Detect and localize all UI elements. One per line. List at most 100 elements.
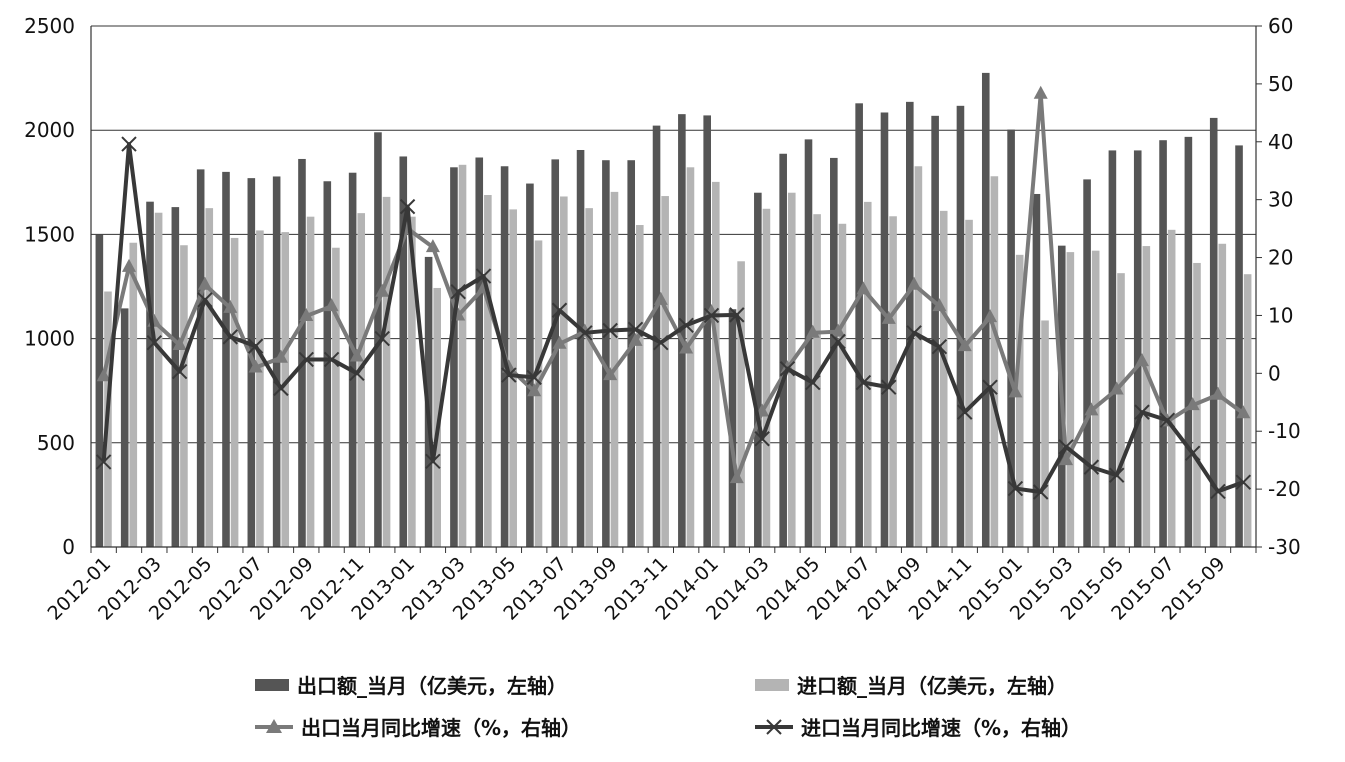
export-growth-point [907,276,922,290]
x-marker-stroke [247,338,264,354]
import-growth-point [1007,480,1024,497]
export-value-bar [779,153,787,547]
import-value-bar [1066,252,1075,547]
import-growth-point [450,284,466,300]
x-marker-stroke [703,307,720,324]
import-value-bar [408,216,416,547]
import-growth-point [855,374,872,391]
x-marker-stroke [197,292,213,308]
import-value-bar [838,223,847,547]
import-value-bar [382,196,391,547]
export-growth-point [957,338,972,352]
export-value-bar [627,160,636,547]
export-value-bar [703,115,711,548]
export-value-bar [374,132,382,547]
export-growth-point [1109,381,1124,395]
import-value-bar [281,232,290,547]
x-marker-stroke [653,334,669,351]
right-axis-ticks: -30 -20 -10 0 10 20 30 40 50 60 [1268,14,1301,559]
x-marker-stroke [1058,439,1074,455]
import-value-bar [458,164,467,547]
import-value-bar [1117,273,1125,547]
export-growth-point [1059,452,1074,466]
import-growth-point [1235,474,1252,490]
import-value-bar [433,287,441,547]
import-growth-point [1134,404,1150,420]
export-value-bar [247,178,256,547]
export-growth-point [375,283,390,297]
right-axis-tick-label: 10 [1268,303,1293,327]
left-axis-tick-label: 2000 [24,118,75,142]
x-marker-stroke [1184,445,1201,461]
export-value-bar [1184,136,1193,547]
export-value-bar [1007,129,1015,547]
import-growth-point [1184,445,1201,461]
export-growth-point [679,340,694,354]
export-growth-point [527,383,542,397]
left-axis-tick-label: 1000 [24,327,75,351]
import-growth-point [602,322,618,339]
export-value-bar [95,234,104,547]
x-marker-stroke [121,136,137,152]
import-value-bar [762,208,771,548]
import-growth-point [526,369,542,386]
right-axis-tick-label: 20 [1268,246,1293,270]
export-growth-point [197,276,212,290]
import-growth-point [475,268,492,284]
x-marker-stroke [323,351,340,368]
export-value-bar [855,103,863,547]
import-value-bar [686,167,695,547]
import-value-bar [129,242,138,547]
export-value-bar [298,158,306,547]
import-growth-point [1210,483,1226,500]
x-marker-stroke [1134,404,1150,420]
export-growth-point [273,349,288,363]
import-growth-point [425,453,441,470]
x-marker-stroke [931,338,948,355]
export-value-bar [1108,150,1117,547]
import-growth-point [779,360,796,377]
import-value-bar [661,196,669,548]
export-growth-point [552,335,567,349]
export-growth-point [248,359,263,373]
export-value-bar [576,149,585,548]
import-value-bar [230,237,239,547]
import-value-bar [1243,274,1252,547]
export-growth-point [729,470,744,484]
import-growth-point [501,367,517,383]
x-marker-stroke [729,307,745,323]
right-axis-tick-label: -10 [1268,419,1301,443]
export-growth-point [1135,353,1150,367]
import-growth-point [197,292,213,308]
import-growth-point [298,351,314,368]
right-axis-tick-label: 30 [1268,188,1293,212]
export-value-bar [1159,140,1167,548]
export-value-bar [804,139,813,547]
import-growth-point [957,404,973,420]
import-growth-point [754,431,770,447]
x-marker-stroke [1210,483,1226,500]
import-value-bar [560,196,568,548]
import-value-bar [636,225,644,547]
import-growth-point [577,325,593,341]
x-marker-stroke [1108,467,1125,483]
export-growth-point [324,298,339,312]
x-marker-stroke [1007,480,1024,497]
left-axis-tick-label: 500 [37,431,75,455]
export-growth-point [881,310,896,324]
x-marker-stroke [501,367,517,383]
x-marker-stroke [627,321,644,338]
export-growth-point [96,368,111,382]
left-axis-ticks: 0 500 1000 1500 2000 2500 [24,14,75,559]
export-value-bar [222,171,230,547]
export-value-bar [526,183,534,547]
left-axis-tick-label: 2500 [24,14,75,38]
export-value-bar [399,156,408,547]
import-value-bar [914,166,923,547]
import-value-bar [1091,250,1100,547]
gridlines [91,25,1256,548]
right-axis-tick-label: 40 [1268,130,1293,154]
x-marker-stroke [399,198,416,215]
x-marker-stroke [171,363,188,380]
